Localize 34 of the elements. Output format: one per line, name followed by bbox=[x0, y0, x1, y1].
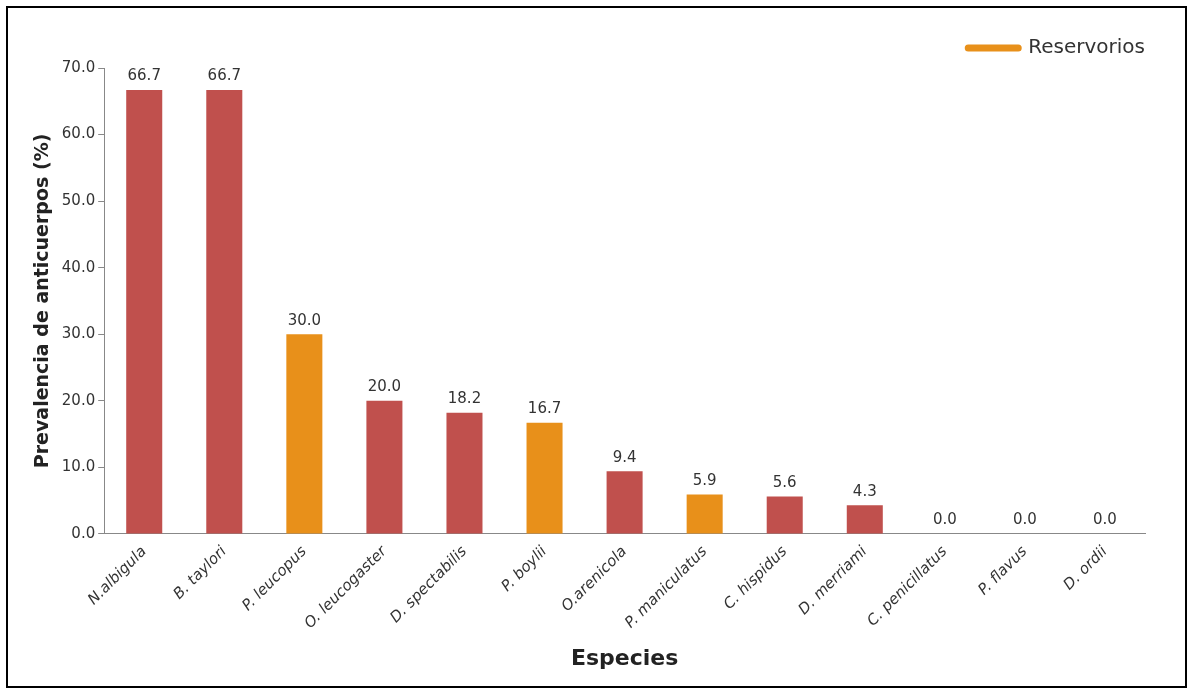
data-label: 0.0 bbox=[1093, 510, 1117, 529]
bar bbox=[766, 496, 803, 534]
bar bbox=[366, 400, 403, 534]
bar bbox=[286, 334, 323, 534]
data-label: 0.0 bbox=[1012, 510, 1037, 529]
data-label: 20.0 bbox=[367, 377, 402, 396]
data-label: 9.4 bbox=[612, 447, 637, 466]
y-tick-label: 10.0 bbox=[61, 457, 96, 476]
y-axis-title: Prevalencia de anticuerpos (%) bbox=[30, 133, 53, 469]
data-label: 5.6 bbox=[772, 473, 797, 492]
bar bbox=[846, 505, 883, 534]
bar bbox=[126, 89, 163, 534]
bar bbox=[446, 412, 483, 534]
bar bbox=[526, 422, 563, 534]
bar bbox=[206, 89, 243, 534]
data-label: 0.0 bbox=[932, 510, 957, 529]
y-tick-label: 60.0 bbox=[61, 124, 96, 143]
y-tick-label: 70.0 bbox=[61, 57, 96, 76]
x-axis-title: Especies bbox=[570, 644, 679, 670]
legend-label: Reservorios bbox=[1028, 34, 1146, 59]
data-label: 16.7 bbox=[527, 399, 562, 418]
data-label: 66.7 bbox=[207, 66, 241, 85]
data-label: 18.2 bbox=[447, 389, 482, 408]
y-tick-label: 40.0 bbox=[61, 257, 96, 276]
bar bbox=[686, 494, 723, 534]
bar bbox=[606, 471, 643, 534]
y-tick-label: 50.0 bbox=[61, 191, 96, 209]
y-tick-label: 20.0 bbox=[61, 390, 96, 409]
data-label: 30.0 bbox=[287, 310, 322, 329]
data-label: 66.7 bbox=[127, 66, 161, 85]
data-label: 5.9 bbox=[692, 471, 717, 490]
y-tick-label: 0.0 bbox=[71, 523, 96, 542]
data-label: 4.3 bbox=[852, 481, 877, 500]
y-tick-label: 30.0 bbox=[61, 324, 96, 343]
